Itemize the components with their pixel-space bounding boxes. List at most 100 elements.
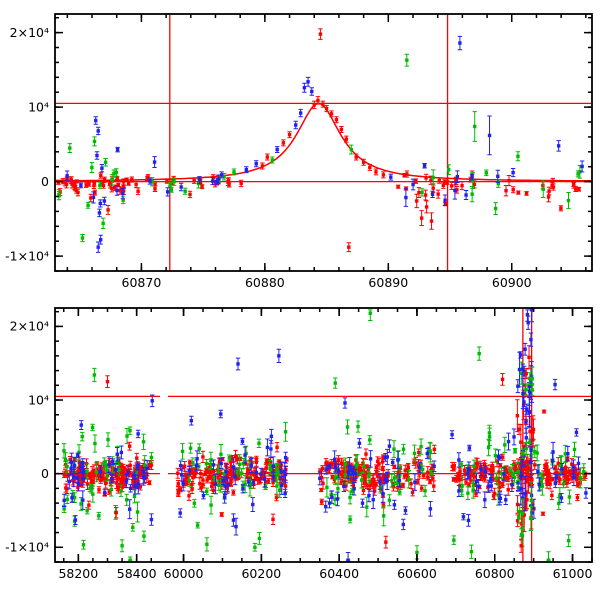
data-point-b bbox=[277, 354, 281, 358]
data-point-b bbox=[149, 517, 154, 522]
top-reference-lines bbox=[55, 14, 592, 271]
data-point-r bbox=[324, 106, 329, 111]
data-point-r bbox=[260, 164, 265, 168]
data-point-g bbox=[80, 434, 84, 439]
data-point-r bbox=[495, 459, 499, 463]
data-point-g bbox=[528, 376, 532, 381]
data-point-b bbox=[470, 175, 474, 179]
data-point-g bbox=[141, 440, 146, 444]
data-point-b bbox=[275, 147, 279, 152]
data-point-r bbox=[92, 468, 96, 473]
data-point-r bbox=[547, 189, 551, 193]
data-point-b bbox=[194, 463, 199, 467]
data-point-b bbox=[576, 461, 581, 466]
data-point-b bbox=[210, 179, 215, 183]
top-panel: 60870 60880 60890 60900 2×10⁴ 10⁴ 0 -1×10⁴ bbox=[5, 13, 593, 290]
data-point-g bbox=[90, 425, 95, 430]
data-point-g bbox=[117, 468, 121, 472]
data-point-r bbox=[176, 471, 180, 475]
data-point-g bbox=[204, 462, 209, 466]
data-point-r bbox=[106, 208, 110, 212]
data-point-b bbox=[179, 185, 183, 189]
y-tick-label: 2×10⁴ bbox=[10, 319, 49, 334]
data-point-r bbox=[352, 467, 357, 471]
data-point-b bbox=[523, 347, 527, 351]
data-point-r bbox=[97, 488, 101, 492]
data-point-g bbox=[516, 154, 520, 158]
data-point-g bbox=[149, 455, 154, 460]
data-point-b bbox=[527, 389, 532, 394]
data-point-b bbox=[332, 458, 337, 462]
data-point-g bbox=[576, 172, 580, 176]
x-tick-label: 60400 bbox=[319, 566, 359, 581]
data-point-g bbox=[477, 351, 481, 356]
data-point-g bbox=[392, 447, 396, 451]
data-point-b bbox=[81, 498, 85, 502]
data-point-b bbox=[100, 166, 104, 170]
data-point-r bbox=[321, 102, 325, 106]
data-point-b bbox=[467, 467, 471, 472]
data-point-g bbox=[71, 494, 75, 498]
data-point-b bbox=[195, 457, 199, 461]
data-point-g bbox=[563, 452, 568, 456]
data-point-r bbox=[265, 459, 269, 463]
data-point-b bbox=[529, 337, 533, 342]
data-point-g bbox=[499, 471, 504, 476]
data-point-g bbox=[128, 558, 132, 562]
data-point-g bbox=[270, 158, 274, 162]
data-point-r bbox=[237, 473, 241, 477]
data-point-g bbox=[428, 448, 432, 453]
data-point-r bbox=[562, 478, 567, 483]
data-point-g bbox=[169, 188, 174, 192]
data-point-b bbox=[136, 464, 140, 468]
data-point-b bbox=[381, 491, 385, 496]
data-point-g bbox=[469, 549, 474, 554]
data-point-g bbox=[62, 507, 66, 511]
data-point-r bbox=[211, 470, 216, 474]
data-point-b bbox=[397, 478, 402, 483]
data-point-g bbox=[168, 182, 172, 187]
bottom-scatter bbox=[61, 308, 589, 562]
data-point-r bbox=[228, 469, 232, 473]
data-point-r bbox=[344, 137, 349, 141]
data-point-g bbox=[535, 451, 539, 455]
data-point-r bbox=[87, 474, 91, 478]
data-point-g bbox=[349, 147, 353, 152]
data-point-r bbox=[474, 461, 479, 466]
data-point-r bbox=[115, 176, 119, 180]
data-point-g bbox=[234, 470, 239, 474]
data-point-r bbox=[91, 479, 95, 484]
data-point-g bbox=[325, 485, 329, 490]
data-point-b bbox=[457, 489, 461, 493]
data-point-g bbox=[128, 428, 132, 433]
data-point-r bbox=[377, 462, 381, 466]
data-point-b bbox=[385, 455, 389, 459]
data-point-b bbox=[401, 522, 406, 527]
data-point-b bbox=[506, 439, 511, 444]
data-point-r bbox=[523, 383, 527, 387]
data-point-r bbox=[437, 178, 442, 183]
data-point-r bbox=[337, 471, 342, 475]
data-point-r bbox=[330, 475, 335, 479]
data-point-r bbox=[474, 492, 478, 496]
x-tick-label: 58200 bbox=[58, 566, 98, 581]
data-point-r bbox=[363, 477, 367, 482]
data-point-g bbox=[517, 515, 521, 519]
data-point-r bbox=[339, 480, 343, 484]
data-point-r bbox=[262, 471, 266, 476]
data-point-b bbox=[413, 480, 417, 484]
data-point-r bbox=[334, 118, 339, 122]
data-point-r bbox=[473, 475, 477, 479]
data-point-g bbox=[209, 462, 213, 466]
data-point-b bbox=[466, 518, 471, 523]
data-point-b bbox=[518, 353, 523, 357]
data-point-r bbox=[225, 466, 229, 470]
data-point-b bbox=[69, 466, 73, 471]
data-point-b bbox=[70, 496, 74, 500]
data-point-r bbox=[566, 470, 571, 474]
y-tick-label: -1×10⁴ bbox=[5, 248, 49, 263]
data-point-r bbox=[528, 429, 532, 434]
data-point-r bbox=[78, 477, 82, 481]
data-point-g bbox=[237, 462, 242, 467]
data-point-g bbox=[484, 171, 489, 175]
